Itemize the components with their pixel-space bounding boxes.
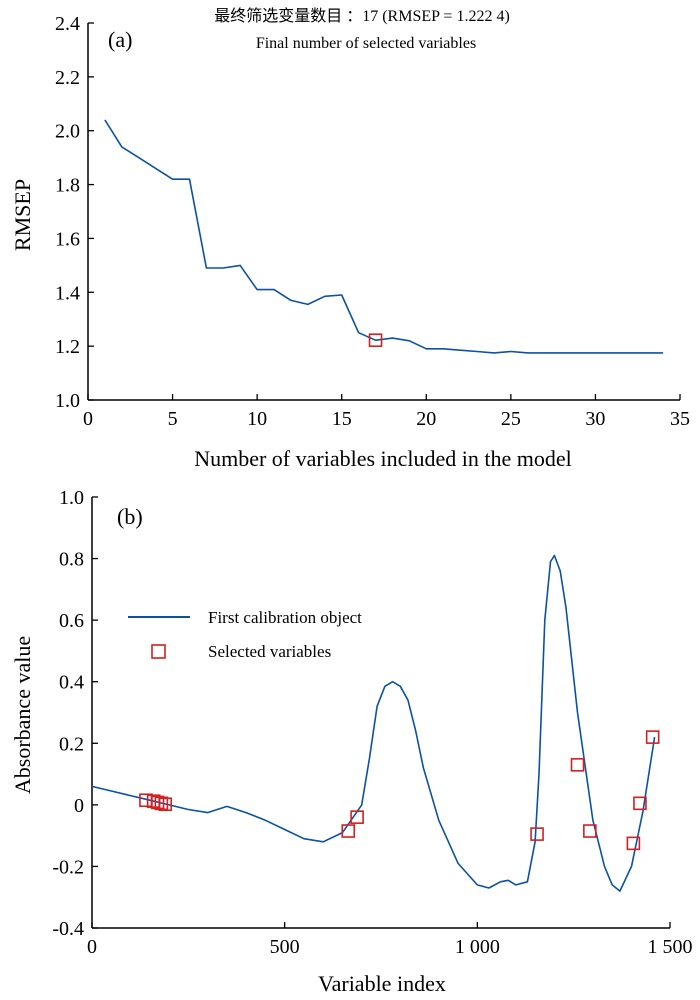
panel-a-x-tick-label: 10 [247, 408, 267, 430]
panel-b-selected-variable-marker [150, 795, 165, 810]
panel-b-y-tick-label: 0.2 [59, 733, 84, 755]
panel-a-xlabel: Number of variables included in the mode… [194, 446, 572, 471]
panel-a-y-tick-label: 1.0 [55, 390, 80, 412]
legend-label-selected: Selected variables [208, 642, 331, 661]
panel-a-selected-point-marker [368, 333, 383, 348]
panel-b-selected-variable-marker [645, 730, 660, 744]
panel-a-x-tick-label: 20 [416, 408, 436, 430]
panel-a-y-tick-label: 1.4 [55, 282, 80, 304]
panel-b-selected-variable-marker [583, 824, 597, 838]
panel-b-y-tick-label: 0.6 [59, 610, 84, 632]
panel-a-subtitle: Final number of selected variables [256, 35, 476, 52]
panel-b-y-tick-label: 1.0 [59, 487, 84, 509]
panel-b-y-tick-label: 0.4 [59, 672, 84, 694]
panel-a-x-tick-label: 5 [168, 408, 178, 430]
panel-a-rmsep-chart: 最终筛选变量数目 ：17 (RMSEP = 1.222 4) Final num… [10, 6, 690, 471]
panel-b-y-tick-label: -0.4 [52, 918, 84, 940]
panel-b-y-tick-label: -0.2 [52, 856, 84, 878]
panel-a-ylabel: RMSEP [10, 179, 35, 251]
panel-a-x-tick-label: 0 [83, 408, 93, 430]
panel-a-series-line [104, 119, 664, 354]
panel-a-y-tick-label: 2.4 [55, 13, 80, 35]
panel-a-x-tick-label: 15 [332, 408, 352, 430]
panel-b-ylabel: Absorbance value [10, 636, 35, 794]
panel-b-selected-variable-marker [154, 796, 169, 811]
panel-b-selected-variable-marker [626, 836, 641, 851]
panel-b-xlabel: Variable index [318, 971, 446, 996]
panel-b-y-tick-label: 0 [74, 795, 84, 817]
panel-b-absorbance-chart: (b) Variable index Absorbance value Firs… [10, 487, 693, 996]
legend-label-calibration: First calibration object [208, 608, 362, 627]
panel-b-selected-variable-marker [350, 810, 364, 824]
panel-a-y-tick-label: 1.2 [55, 336, 80, 358]
panel-b-selected-variable-marker [158, 797, 173, 812]
panel-b-label: (b) [117, 504, 143, 529]
panel-b-legend: First calibration object Selected variab… [128, 608, 362, 661]
panel-a-x-tick-label: 25 [501, 408, 521, 430]
panel-a-x-tick-label: 30 [585, 408, 605, 430]
panel-a-y-tick-label: 1.8 [55, 175, 80, 197]
panel-b-selected-variable-marker [570, 758, 585, 772]
panel-b-x-tick-label: 1 500 [648, 936, 693, 958]
panel-a-y-tick-label: 2.0 [55, 121, 80, 143]
panel-a-label: (a) [108, 27, 132, 52]
legend-square-swatch [151, 644, 166, 659]
panel-a-y-tick-label: 2.2 [55, 67, 80, 89]
panel-a-y-tick-label: 1.6 [55, 228, 80, 250]
panel-b-selected-variable-marker [341, 824, 356, 838]
panel-a-x-tick-label: 35 [670, 408, 690, 430]
panel-b-series-line [91, 554, 656, 892]
panel-b-selected-variable-marker [633, 796, 647, 811]
panel-b-x-tick-label: 1 000 [455, 936, 500, 958]
panel-a-title: 最终筛选变量数目 ：17 (RMSEP = 1.222 4) [214, 6, 510, 25]
panel-b-y-tick-label: 0.8 [59, 549, 84, 571]
panel-b-x-tick-label: 500 [270, 936, 300, 958]
panel-b-x-tick-label: 0 [87, 936, 97, 958]
panel-b-selected-variable-marker [530, 827, 544, 841]
